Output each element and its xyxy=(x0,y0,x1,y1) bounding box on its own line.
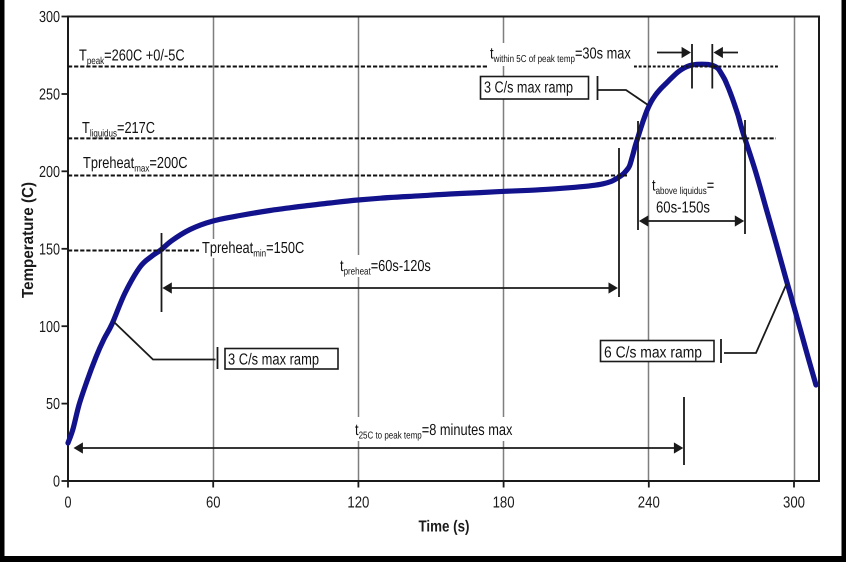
svg-text:0: 0 xyxy=(53,474,60,491)
svg-text:Temperature (C): Temperature (C) xyxy=(20,182,37,298)
svg-text:6 C/s max ramp: 6 C/s max ramp xyxy=(604,345,702,362)
svg-text:3 C/s max ramp: 3 C/s max ramp xyxy=(484,80,573,97)
svg-text:0: 0 xyxy=(65,495,72,512)
svg-text:300: 300 xyxy=(783,495,805,512)
svg-text:250: 250 xyxy=(39,87,60,104)
svg-text:3 C/s max ramp: 3 C/s max ramp xyxy=(228,352,319,369)
svg-text:240: 240 xyxy=(638,495,660,512)
svg-text:300: 300 xyxy=(39,9,60,26)
svg-text:120: 120 xyxy=(347,495,369,512)
svg-text:150: 150 xyxy=(39,241,60,258)
svg-text:Tpreheatmin=150C: Tpreheatmin=150C xyxy=(202,240,304,260)
svg-text:100: 100 xyxy=(39,319,60,336)
svg-text:60s-150s: 60s-150s xyxy=(656,200,710,217)
svg-text:60: 60 xyxy=(206,495,221,512)
svg-text:180: 180 xyxy=(493,495,515,512)
svg-text:50: 50 xyxy=(46,396,60,413)
svg-text:Time (s): Time (s) xyxy=(419,519,470,536)
svg-text:200: 200 xyxy=(39,164,60,181)
